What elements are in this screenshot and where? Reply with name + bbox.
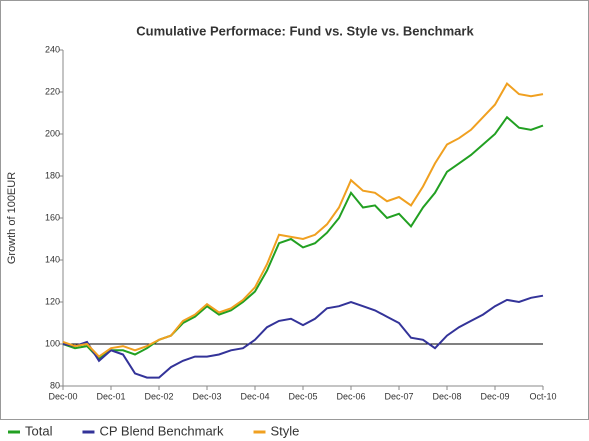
y-tick-label: 160 xyxy=(45,212,60,222)
chart-frame xyxy=(0,0,589,420)
series-line xyxy=(62,294,544,379)
y-tick-label: 100 xyxy=(45,338,60,348)
y-axis-label: Growth of 100EUR xyxy=(6,172,18,264)
y-tick-label: 220 xyxy=(45,86,60,96)
x-tick-label: Dec-05 xyxy=(288,391,317,401)
chart-title: Cumulative Performace: Fund vs. Style vs… xyxy=(136,23,474,38)
y-tick-label: 80 xyxy=(50,380,60,390)
series-line xyxy=(62,115,544,361)
y-tick-label: 140 xyxy=(45,254,60,264)
legend-label: CP Blend Benchmark xyxy=(99,423,224,438)
x-tick-label: Dec-00 xyxy=(48,391,77,401)
x-tick-label: Dec-01 xyxy=(96,391,125,401)
x-tick-label: Dec-08 xyxy=(432,391,461,401)
y-tick-label: 180 xyxy=(45,170,60,180)
x-tick-label: Dec-07 xyxy=(384,391,413,401)
x-tick-label: Dec-09 xyxy=(480,391,509,401)
legend-label: Total xyxy=(25,423,53,438)
x-tick-label: Dec-04 xyxy=(240,391,269,401)
y-tick-label: 240 xyxy=(45,44,60,54)
x-tick-label: Oct-10 xyxy=(529,391,556,401)
y-tick-label: 120 xyxy=(45,296,60,306)
series-line xyxy=(62,82,544,358)
x-tick-label: Dec-03 xyxy=(192,391,221,401)
legend-label: Style xyxy=(271,423,300,438)
y-tick-label: 200 xyxy=(45,128,60,138)
x-tick-label: Dec-06 xyxy=(336,391,365,401)
x-tick-label: Dec-02 xyxy=(144,391,173,401)
